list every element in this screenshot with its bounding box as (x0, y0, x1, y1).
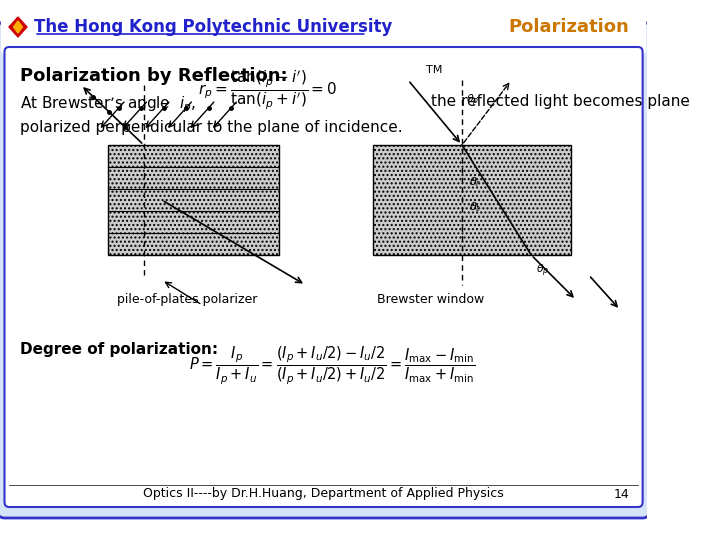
Text: Brewster window: Brewster window (377, 293, 485, 306)
Text: 14: 14 (613, 488, 629, 501)
Polygon shape (9, 17, 27, 37)
Text: $\theta_p$: $\theta_p$ (467, 92, 480, 109)
FancyBboxPatch shape (1, 6, 647, 54)
Text: The Hong Kong Polytechnic University: The Hong Kong Polytechnic University (34, 18, 392, 36)
Text: At Brewster’s angle  $i_p$,: At Brewster’s angle $i_p$, (19, 94, 196, 114)
FancyBboxPatch shape (0, 22, 650, 518)
Text: $r_{p} = \dfrac{\tan(i_p - i')}{\tan(i_p + i')} = 0$: $r_{p} = \dfrac{\tan(i_p - i')}{\tan(i_p… (198, 69, 337, 112)
Text: $\theta_p$: $\theta_p$ (536, 262, 549, 279)
Polygon shape (14, 21, 22, 33)
Text: Polarization by Reflection:: Polarization by Reflection: (19, 67, 287, 85)
Text: TM: TM (426, 65, 442, 75)
Bar (108, 145, 279, 255)
Bar (373, 145, 571, 255)
Text: pile-of-plates polarizer: pile-of-plates polarizer (117, 293, 257, 306)
Text: the reflected light becomes plane: the reflected light becomes plane (431, 94, 690, 109)
Text: Degree of polarization:: Degree of polarization: (19, 342, 218, 357)
FancyBboxPatch shape (4, 47, 643, 507)
Text: $\theta_t$: $\theta_t$ (469, 200, 481, 214)
Text: Optics II----by Dr.H.Huang, Department of Applied Physics: Optics II----by Dr.H.Huang, Department o… (143, 488, 504, 501)
Text: Polarization: Polarization (508, 18, 629, 36)
Text: $\theta_r$: $\theta_r$ (469, 175, 482, 189)
Text: $P = \dfrac{I_p}{I_p + I_u} = \dfrac{(I_p + I_u/2) - I_u/2}{(I_p + I_u/2) + I_u/: $P = \dfrac{I_p}{I_p + I_u} = \dfrac{(I_… (189, 344, 475, 386)
Text: polarized perpendicular to the plane of incidence.: polarized perpendicular to the plane of … (19, 120, 402, 135)
